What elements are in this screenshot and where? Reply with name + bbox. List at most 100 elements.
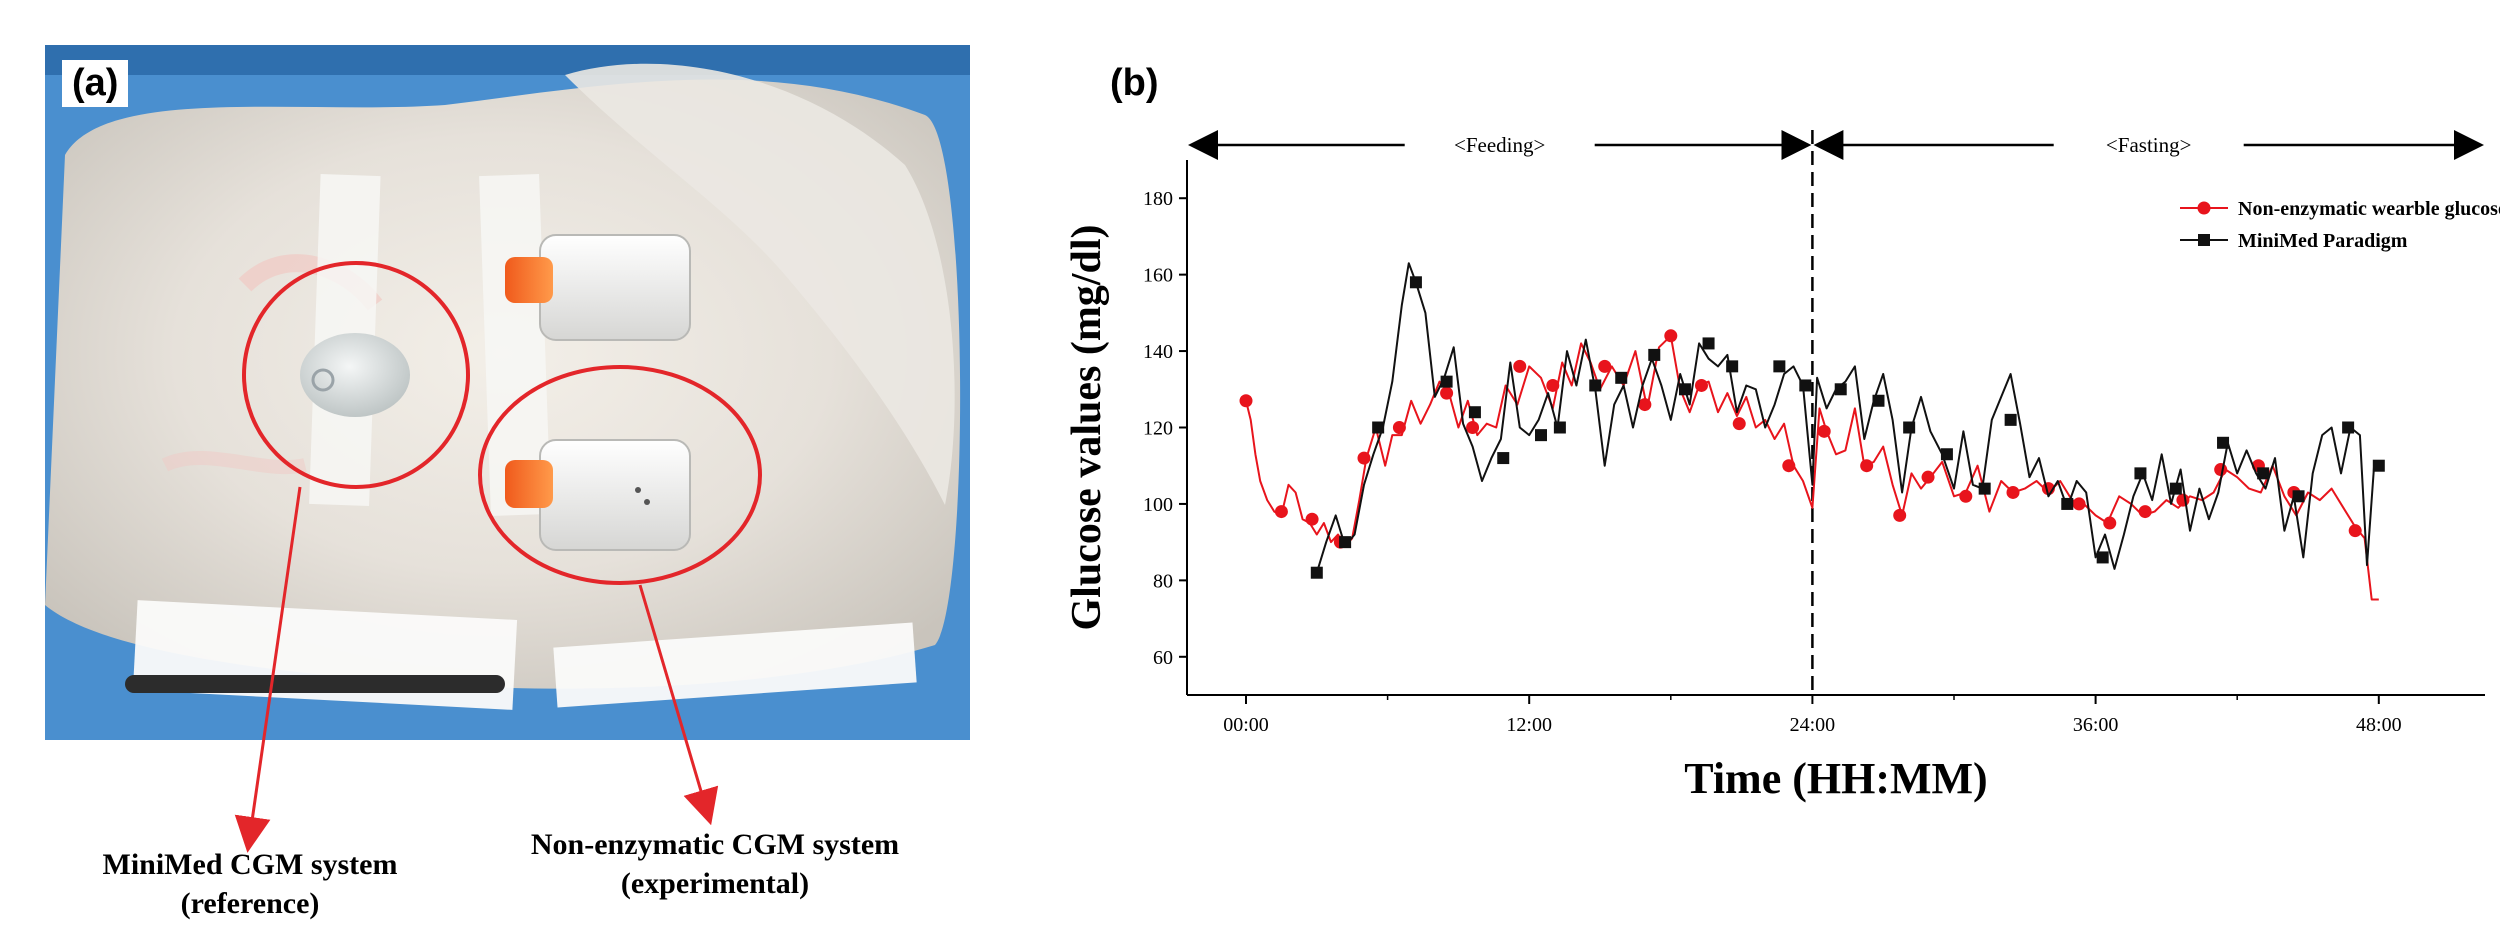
data-point: [1940, 448, 1953, 461]
data-point: [1468, 406, 1481, 419]
series-minimed: [1310, 262, 2385, 579]
data-point: [1664, 329, 1678, 343]
data-point: [1466, 421, 1480, 434]
data-point: [1726, 360, 1739, 373]
data-point: [2138, 505, 2152, 519]
x-tick-label: 36:00: [2073, 714, 2119, 736]
data-point: [1694, 378, 1708, 392]
minimed-caption-line2: (reference): [180, 887, 320, 920]
data-point: [1702, 337, 1715, 350]
data-point: [1732, 417, 1746, 431]
data-point: [2342, 421, 2355, 434]
x-tick-label: 12:00: [1506, 714, 1552, 736]
nonenzymatic-caption: Non-enzymatic CGM system (experimental): [495, 825, 935, 903]
data-point: [1274, 505, 1288, 519]
nonenzymatic-caption-line1: Non-enzymatic CGM system: [530, 828, 900, 861]
legend-entry: MiniMed Paradigm: [2238, 230, 2408, 252]
phase-label: <Fasting>: [2106, 133, 2192, 157]
data-point: [1860, 459, 1874, 473]
data-point: [1305, 512, 1319, 526]
data-point: [1615, 371, 1628, 384]
data-point: [2134, 467, 2147, 480]
minimed-highlight-circle: [242, 261, 470, 489]
y-tick-label: 180: [1143, 188, 1173, 210]
data-point: [2006, 485, 2020, 499]
data-point: [1817, 424, 1831, 438]
data-point: [2257, 467, 2270, 480]
data-point: [2348, 524, 2362, 538]
data-point: [1893, 508, 1907, 522]
data-point: [1799, 379, 1812, 392]
data-point: [2004, 413, 2017, 426]
forceps: [125, 675, 505, 693]
y-tick-label: 160: [1143, 265, 1173, 287]
data-point: [2169, 482, 2182, 495]
data-point: [1589, 379, 1602, 392]
data-point: [1339, 536, 1352, 549]
chart-legend: Non-enzymatic wearble glucose sensor Mini…: [2180, 198, 2500, 252]
data-point: [1409, 276, 1422, 289]
data-point: [2103, 516, 2117, 530]
data-point: [1638, 398, 1652, 412]
data-point: [1392, 421, 1406, 434]
data-point: [2217, 436, 2230, 449]
x-axis-title: Time (HH:MM): [1684, 754, 1987, 803]
data-point: [1598, 359, 1612, 373]
data-point: [1978, 482, 1991, 495]
data-point: [2072, 497, 2086, 511]
experimental-highlight-circle: [478, 365, 762, 585]
series-line: [1245, 334, 2379, 601]
data-point: [1546, 378, 1560, 392]
minimed-caption: MiniMed CGM system (reference): [60, 845, 440, 923]
legend-marker: [2198, 234, 2210, 246]
legend-entry: Non-enzymatic wearble glucose sensor: [2238, 198, 2500, 220]
data-point: [1872, 394, 1885, 407]
data-point: [1239, 394, 1253, 408]
experimental-device-bottom: [539, 439, 691, 551]
data-point: [1903, 421, 1916, 434]
x-tick-label: 24:00: [1790, 714, 1836, 736]
y-tick-label: 100: [1143, 494, 1173, 516]
y-tick-label: 120: [1143, 418, 1173, 440]
data-point: [2176, 493, 2190, 507]
minimed-caption-line1: MiniMed CGM system: [102, 848, 398, 881]
series-line: [1315, 262, 2380, 573]
nonenzymatic-caption-line2: (experimental): [620, 867, 810, 900]
data-point: [1535, 429, 1547, 442]
experimental-device-top: [539, 234, 691, 341]
cgm-experiment-photo: [45, 45, 970, 740]
y-tick-label: 140: [1143, 341, 1173, 363]
phase-annotations: <Feeding> <Fasting>: [1188, 130, 2484, 160]
data-point: [1372, 421, 1385, 434]
glucose-chart: <Feeding> <Fasting> 60 80 100 120 140 160 180 00…: [1064, 130, 2500, 803]
data-point: [1497, 452, 1510, 465]
data-point: [1357, 451, 1371, 465]
data-point: [1834, 383, 1847, 396]
x-tick-label: 00:00: [1223, 714, 1269, 736]
data-point: [1782, 459, 1796, 473]
data-point: [2292, 490, 2305, 503]
chart-axes: 60 80 100 120 140 160 180 00:00 12:00 24:00 36:00 4…: [1143, 160, 2485, 736]
data-point: [1553, 421, 1566, 434]
data-point: [1959, 489, 1973, 503]
legend-marker: [2197, 201, 2211, 215]
series-nonenzymatic: [1239, 329, 2379, 601]
data-point: [2061, 497, 2074, 510]
data-point: [1773, 360, 1786, 373]
data-point: [1648, 348, 1661, 361]
data-point: [2096, 551, 2109, 564]
data-point: [1678, 383, 1691, 396]
data-point: [2372, 459, 2385, 472]
data-point: [1440, 386, 1454, 400]
x-tick-label: 48:00: [2356, 714, 2402, 736]
data-point: [1513, 359, 1527, 373]
panel-b-label: (b): [1110, 62, 1159, 104]
panel-a-label: (a): [62, 60, 129, 107]
data-point: [1921, 470, 1935, 484]
y-tick-label: 80: [1153, 570, 1173, 592]
data-point: [1440, 375, 1453, 388]
data-point: [1310, 566, 1323, 579]
minimed-sensor: [300, 333, 410, 417]
y-axis-title: Glucose values (mg/dl): [1064, 225, 1110, 631]
y-tick-label: 60: [1153, 647, 1173, 669]
